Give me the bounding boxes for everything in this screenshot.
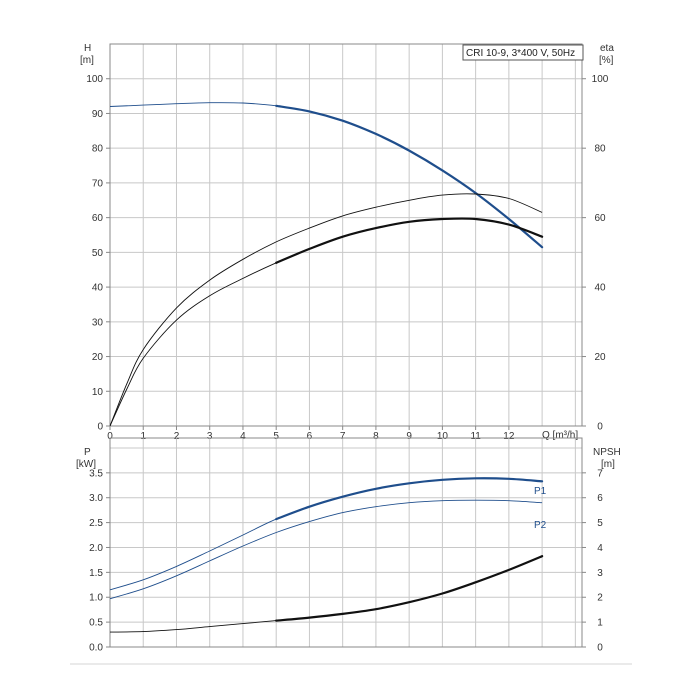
power-npsh-right-tick-label: 5 [597,518,603,529]
head-efficiency-x-tick-label: 9 [406,431,412,442]
power-npsh-series-p1-line [109,477,543,591]
head-efficiency-left-tick-label: 70 [92,178,104,189]
power-npsh-right-tick-label: 6 [597,493,603,504]
power-npsh-left-tick-label: 1.5 [89,568,103,579]
head-efficiency-x-tick-label: 7 [340,431,346,442]
head-efficiency-left-tick-label: 20 [92,352,104,363]
head-efficiency-x-tick-label: 5 [273,431,279,442]
power-npsh-right-tick-label: 3 [597,568,603,579]
head-efficiency-x-tick-label: 11 [470,431,481,442]
head-efficiency-series-1-line [109,102,543,248]
power-npsh-right-tick-label: 1 [597,618,603,629]
head-efficiency-left-tick-label: 10 [92,387,104,398]
head-efficiency-x-tick-label: 10 [437,431,449,442]
head-efficiency-left-tick-label: 30 [92,317,104,328]
head-efficiency-x-tick-label: 4 [240,431,246,442]
head-efficiency-x-tick-label: 2 [174,431,180,442]
power-npsh-ticks: 0.0 0.5 1.0 1.5 2.0 2.5 3.0 3.5 0 1 2 3 4 5 6 7 [89,468,603,653]
p-axis-label: P [84,447,91,458]
h-axis-label: H [84,43,91,54]
head-efficiency-left-tick-label: 50 [92,248,104,259]
legend-box [462,44,584,61]
head-efficiency-right-tick-label: 80 [594,144,606,155]
npsh-axis-label: NPSH [593,447,621,458]
head-efficiency-right-tick-label: 60 [594,213,606,224]
power-npsh-right-tick-label: 7 [597,468,603,479]
head-efficiency-x-tick-label: 8 [373,431,379,442]
head-efficiency-right-tick-label: 20 [594,352,606,363]
head-efficiency-left-tick-label: 90 [92,109,104,120]
eta-axis-label: eta [600,43,614,54]
head-efficiency-left-tick-label: 40 [92,283,104,294]
h-axis-unit: [m] [80,55,94,66]
head-efficiency-plot-frame [109,43,583,427]
head-efficiency-right-tick-label: 40 [594,283,606,294]
p1-series-label: P1 [534,486,547,497]
head-efficiency-left-tick-label: 60 [92,213,104,224]
power-npsh-left-tick-label: 2.0 [89,543,103,554]
power-npsh-left-tick-label: 1.0 [89,593,103,604]
head-efficiency-x-tick-label: 0 [107,431,113,442]
head-efficiency-grid [110,44,582,426]
power-npsh-right-tick-label: 4 [597,543,603,554]
power-npsh-left-tick-label: 0.0 [89,643,103,654]
head-efficiency-left-tick-label: 100 [86,74,103,85]
legend-box-text: CRI 10-9, 3*400 V, 50Hz [466,48,575,59]
npsh-axis-unit: [m] [601,459,615,470]
power-npsh-grid [110,438,582,647]
power-npsh-left-tick-label: 0.5 [89,618,103,629]
q-axis-label: Q [m³/h] [542,430,578,441]
head-efficiency-left-tick-label: 0 [97,422,103,433]
p-axis-unit: [kW] [76,459,96,470]
power-npsh-left-tick-label: 3.5 [89,468,103,479]
head-efficiency-series-3-operating-range [275,217,544,264]
head-efficiency-right-tick-label: 0 [597,422,603,433]
head-efficiency-left-tick-label: 80 [92,144,104,155]
head-efficiency-x-tick-label: 1 [140,431,146,442]
power-npsh-plot-frame [109,437,583,648]
head-efficiency-x-tick-label: 6 [307,431,313,442]
power-npsh-right-tick-label: 2 [597,593,603,604]
power-npsh-right-tick-label: 0 [597,643,603,654]
eta-axis-unit: [%] [599,55,614,66]
power-npsh-left-tick-label: 2.5 [89,518,103,529]
power-npsh-series [109,477,544,633]
power-npsh-left-tick-label: 3.0 [89,493,103,504]
head-efficiency-series-1-operating-range [275,104,544,249]
head-efficiency-right-tick-label: 100 [592,74,609,85]
head-efficiency-x-tick-label: 12 [503,431,515,442]
power-npsh-series-3-operating-range [275,555,544,622]
head-efficiency-x-tick-label: 3 [207,431,213,442]
power-npsh-series-p1-operating-range [275,477,544,521]
head-efficiency-series-2-line [109,193,543,427]
head-efficiency-series [109,102,544,427]
power-npsh-series-p2-line [109,499,543,600]
p2-series-label: P2 [534,520,547,531]
